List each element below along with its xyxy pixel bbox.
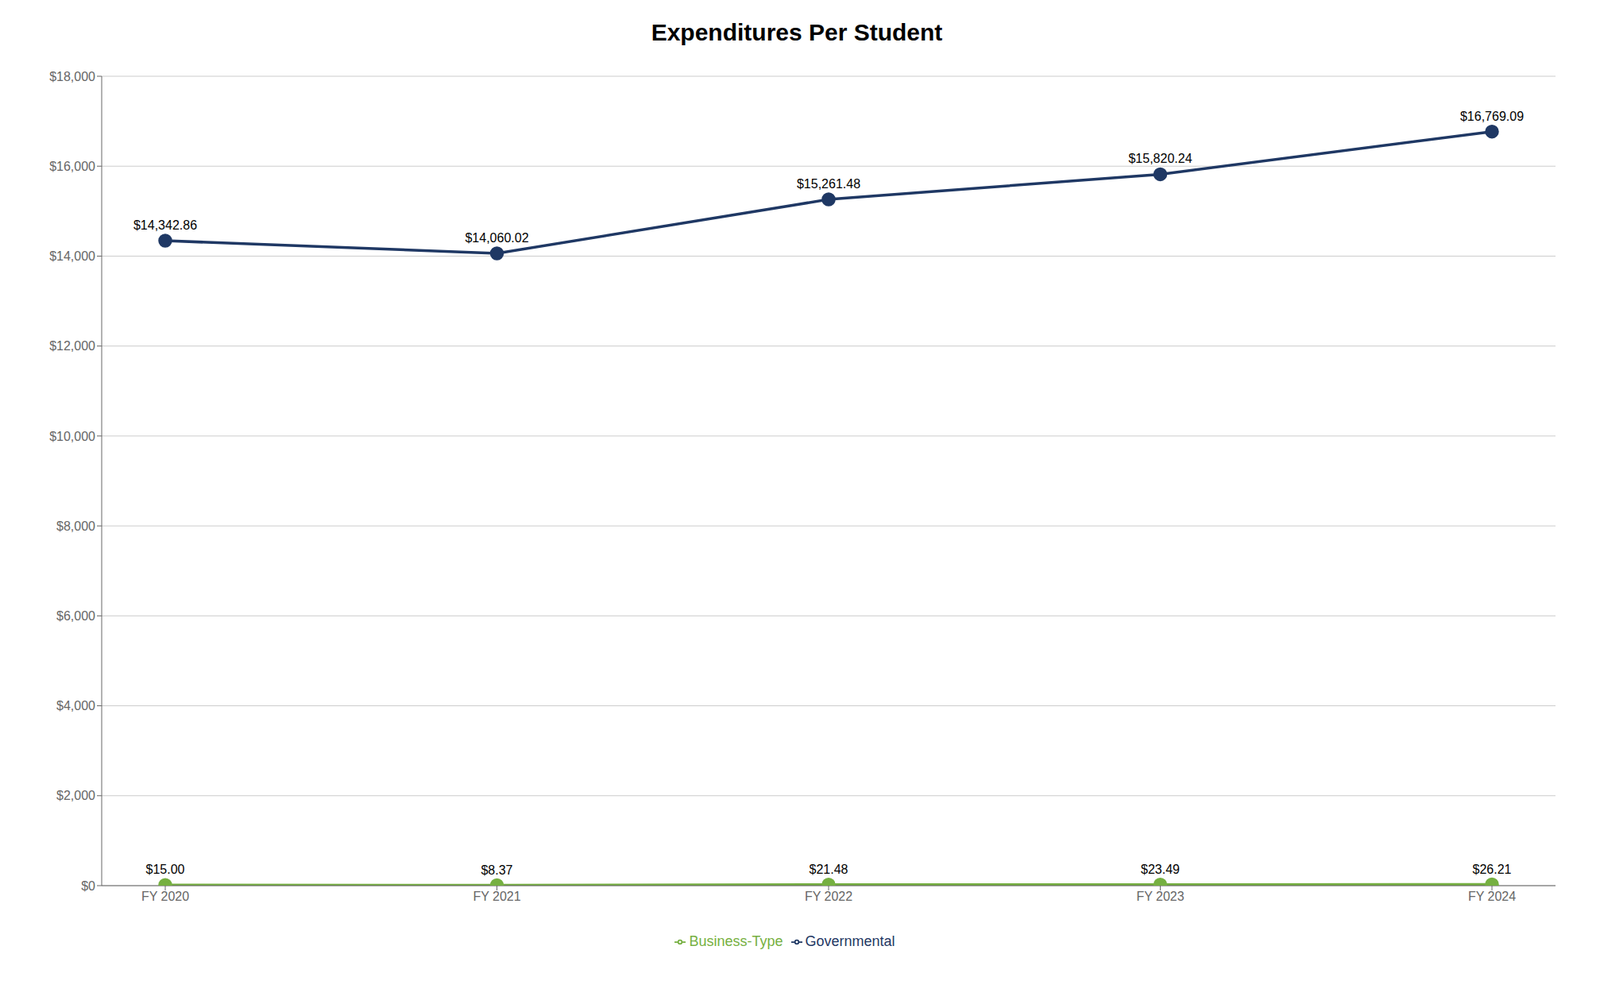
html-text:Expenditures Per Student: Expenditures Per Student bbox=[651, 19, 943, 46]
svg-text:$23.49: $23.49 bbox=[1140, 862, 1180, 877]
svg-text:$6,000: $6,000 bbox=[56, 609, 96, 623]
svg-text:$14,000: $14,000 bbox=[49, 249, 96, 263]
html-text:Governmental: Governmental bbox=[805, 933, 896, 950]
svg-text:$18,000: $18,000 bbox=[49, 69, 96, 84]
svg-text:$15,261.48: $15,261.48 bbox=[796, 177, 861, 191]
svg-text:FY 2020: FY 2020 bbox=[141, 889, 190, 904]
svg-text:$4,000: $4,000 bbox=[56, 699, 96, 713]
svg-text:$8,000: $8,000 bbox=[56, 519, 96, 534]
svg-text:$16,000: $16,000 bbox=[49, 159, 96, 174]
svg-text:$12,000: $12,000 bbox=[49, 339, 96, 353]
svg-text:$14,342.86: $14,342.86 bbox=[133, 218, 198, 232]
svg-text:FY 2023: FY 2023 bbox=[1136, 889, 1184, 904]
svg-text:FY 2022: FY 2022 bbox=[804, 889, 853, 904]
svg-text:$8.37: $8.37 bbox=[480, 863, 513, 878]
svg-text:$26.21: $26.21 bbox=[1472, 862, 1512, 877]
svg-text:$16,769.09: $16,769.09 bbox=[1460, 109, 1524, 124]
html-text:Business-Type: Business-Type bbox=[689, 933, 783, 950]
svg-text:FY 2021: FY 2021 bbox=[472, 889, 521, 904]
svg-text:$0: $0 bbox=[81, 879, 96, 893]
svg-text:$15.00: $15.00 bbox=[146, 862, 186, 877]
svg-text:$2,000: $2,000 bbox=[56, 788, 96, 803]
svg-text:$14,060.02: $14,060.02 bbox=[464, 231, 529, 245]
svg-text:$21.48: $21.48 bbox=[809, 862, 849, 877]
svg-text:$15,820.24: $15,820.24 bbox=[1128, 151, 1192, 166]
svg-text:FY 2024: FY 2024 bbox=[1468, 889, 1516, 904]
svg-text:$10,000: $10,000 bbox=[49, 429, 96, 444]
